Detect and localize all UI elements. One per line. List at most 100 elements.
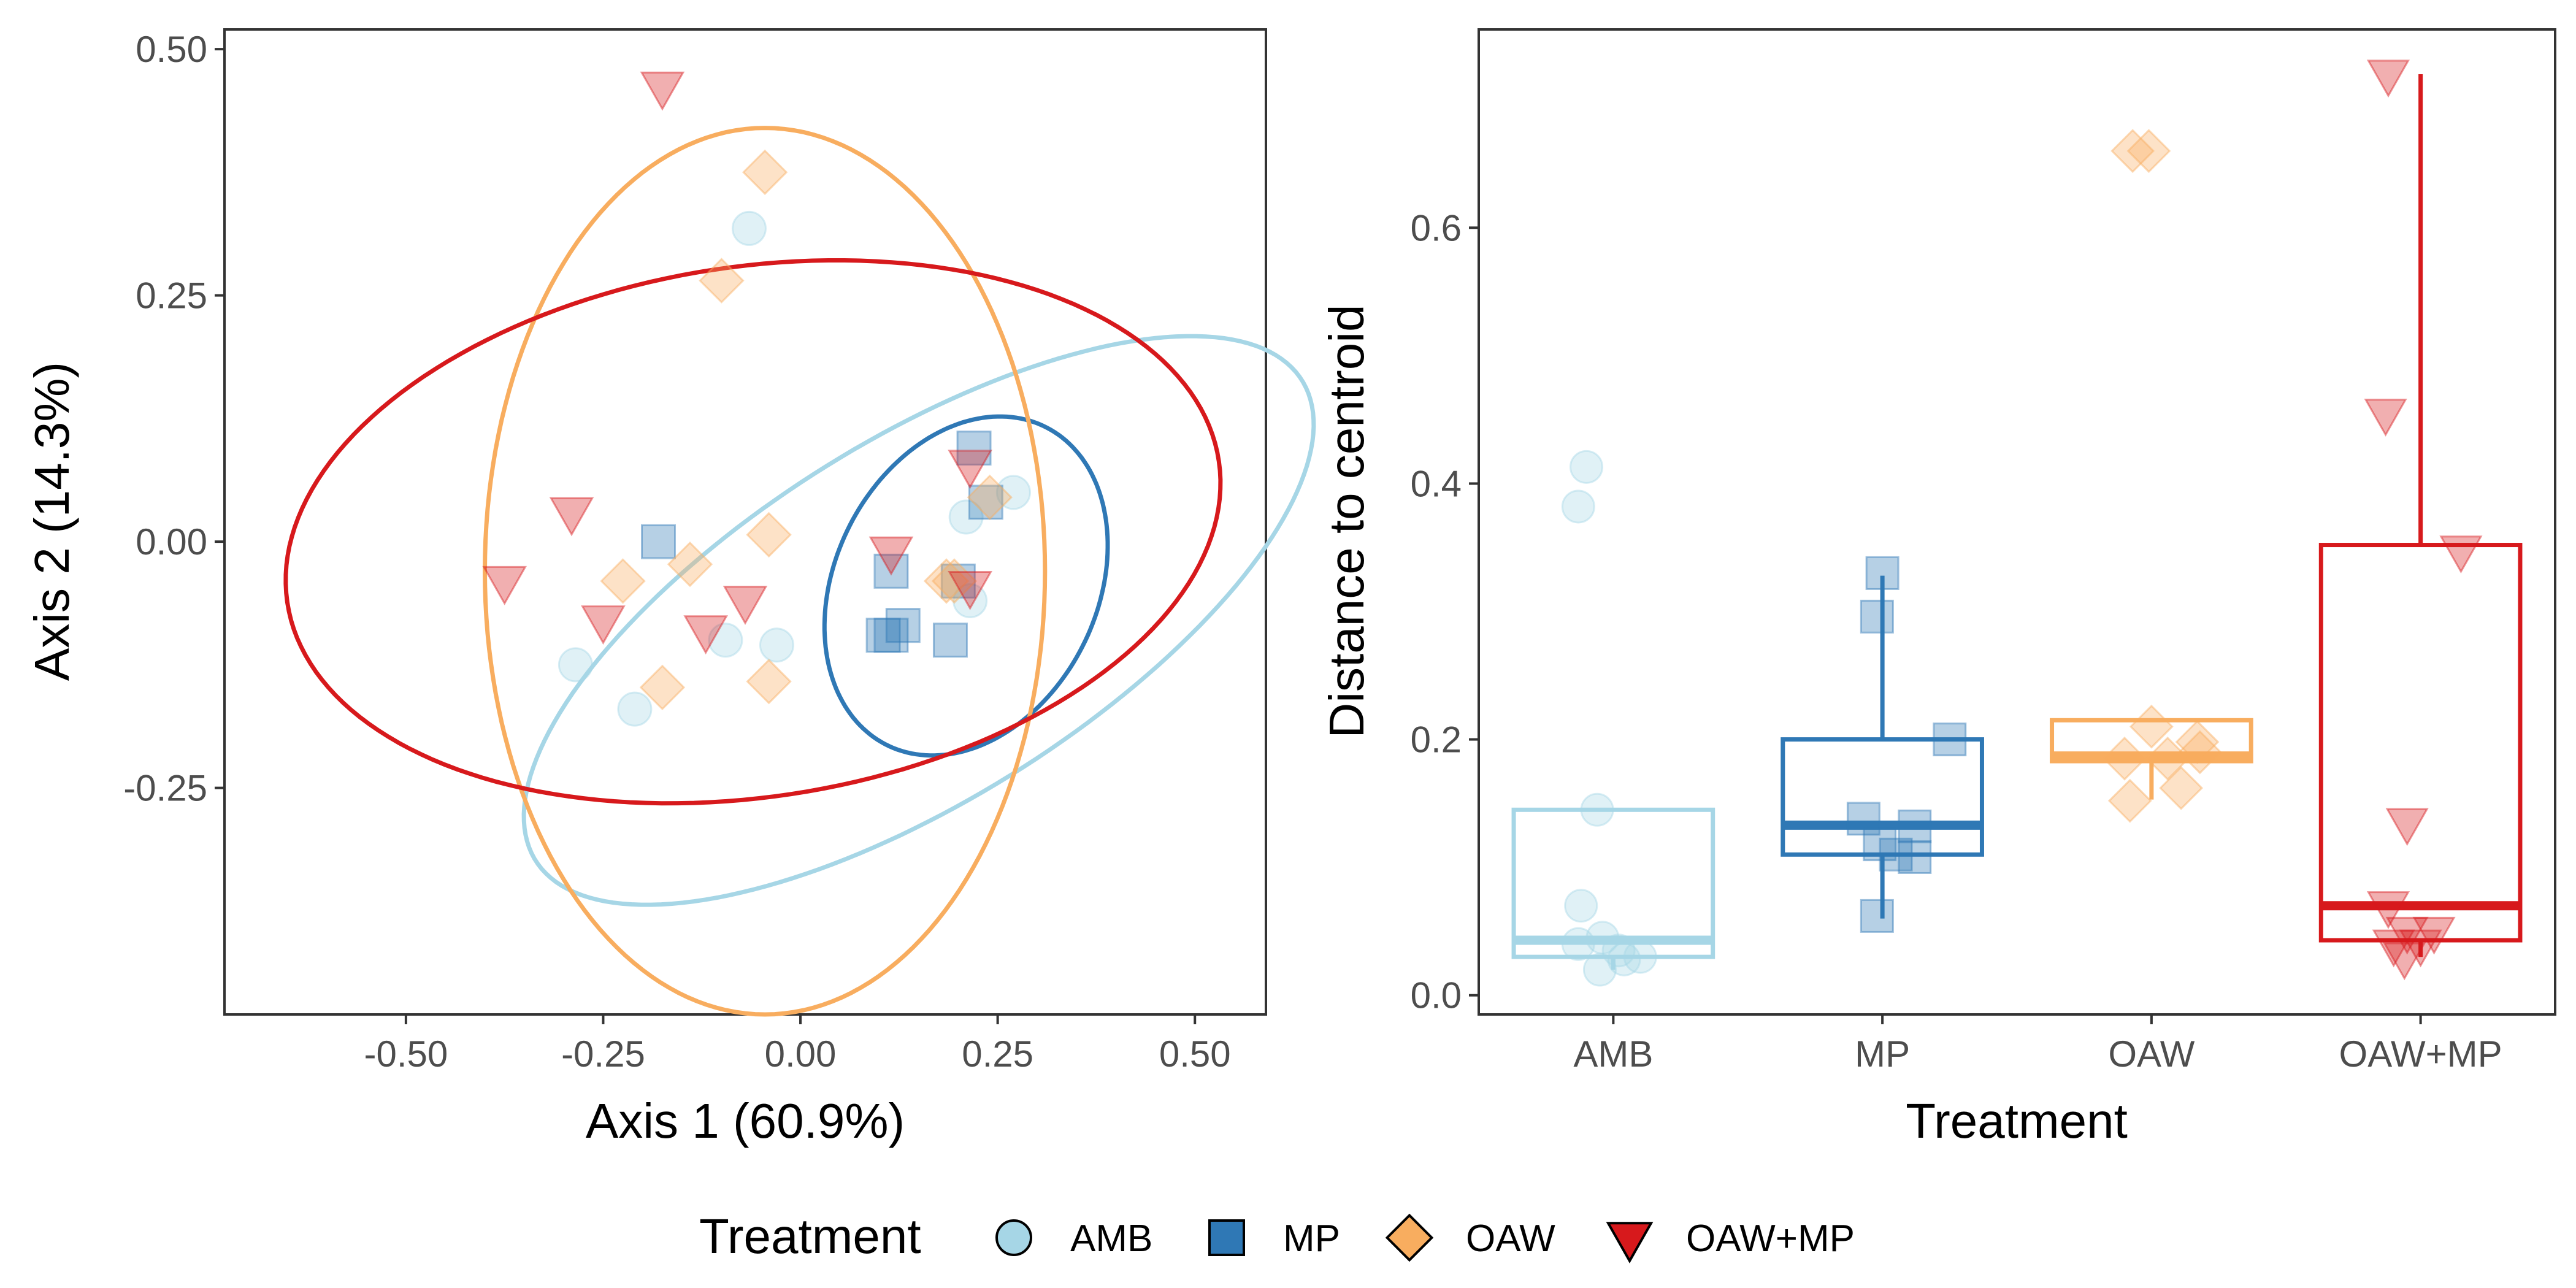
dispersion-point-amb bbox=[1564, 889, 1598, 923]
dispersion-y-tick-label: 0.6 bbox=[1411, 207, 1462, 248]
point-oaw-mp bbox=[948, 450, 992, 489]
dispersion-y-tick-label: 0.4 bbox=[1411, 463, 1462, 504]
point-oaw bbox=[667, 541, 713, 588]
ordination-y-axis-title: Axis 2 (14.3%) bbox=[25, 362, 79, 681]
ordination-y-tick-label: -0.25 bbox=[123, 768, 207, 809]
ordination-x-tick-label: -0.25 bbox=[561, 1033, 645, 1075]
dispersion-point-oaw-mp bbox=[2372, 929, 2415, 968]
dispersion-point-oaw-mp bbox=[2439, 535, 2483, 574]
dispersion-point-mp bbox=[1898, 809, 1932, 843]
box-mp bbox=[1781, 737, 1984, 857]
point-mp bbox=[968, 485, 1003, 520]
ellipse-mp bbox=[822, 414, 1110, 758]
point-amb bbox=[759, 627, 794, 663]
dispersion-point-mp bbox=[1865, 556, 1899, 590]
dispersion-point-oaw-mp bbox=[2399, 929, 2442, 968]
diamond-icon bbox=[1385, 1213, 1434, 1262]
dispersion-y-axis-title: Distance to centroid bbox=[1319, 304, 1374, 738]
square-icon bbox=[1208, 1219, 1245, 1256]
point-amb bbox=[558, 647, 593, 683]
dispersion-point-amb bbox=[1570, 450, 1603, 484]
dispersion-point-oaw-mp bbox=[2385, 916, 2429, 955]
dispersion-point-oaw-mp bbox=[2385, 808, 2429, 846]
point-oaw-mp bbox=[868, 536, 914, 576]
box-oaw bbox=[2050, 718, 2253, 764]
point-mp bbox=[641, 524, 676, 559]
legend-title: Treatment bbox=[699, 1209, 921, 1263]
dispersion-point-oaw bbox=[2159, 765, 2204, 810]
dispersion-x-tick-label: OAW+MP bbox=[2339, 1033, 2502, 1075]
triangle-down-icon bbox=[1606, 1222, 1654, 1263]
point-oaw-mp bbox=[640, 71, 685, 111]
point-mp bbox=[873, 553, 909, 589]
dispersion-point-amb bbox=[1623, 940, 1657, 974]
point-oaw-mp bbox=[549, 497, 594, 537]
legend-label-amb: AMB bbox=[1070, 1217, 1152, 1260]
ordination-y-tick-label: 0.50 bbox=[136, 29, 207, 70]
ordination-y-tick-label: 0.00 bbox=[136, 521, 207, 562]
dispersion-y-tick-label: 0.0 bbox=[1411, 975, 1462, 1016]
dispersion-x-axis-title: Treatment bbox=[1906, 1094, 2128, 1148]
legend-label-oaw: OAW bbox=[1466, 1217, 1555, 1260]
ordination-x-tick-label: -0.50 bbox=[364, 1033, 448, 1075]
point-oaw bbox=[923, 558, 970, 604]
point-oaw bbox=[931, 558, 978, 604]
dispersion-point-mp bbox=[1846, 802, 1880, 836]
point-amb bbox=[995, 475, 1031, 510]
ellipse-amb bbox=[521, 334, 1316, 907]
dispersion-x-tick-label: AMB bbox=[1573, 1033, 1653, 1075]
dispersion-point-amb bbox=[1561, 489, 1595, 524]
point-oaw-mp bbox=[482, 565, 527, 605]
point-amb bbox=[708, 623, 743, 658]
point-oaw bbox=[699, 258, 745, 304]
dispersion-point-amb bbox=[1607, 942, 1641, 976]
dispersion-point-oaw-mp bbox=[2383, 942, 2426, 981]
point-amb bbox=[953, 583, 988, 618]
point-oaw-mp bbox=[581, 605, 626, 645]
point-amb bbox=[948, 499, 984, 535]
ordination-x-tick-label: 0.00 bbox=[765, 1033, 837, 1075]
point-oaw bbox=[639, 664, 686, 711]
dispersion-y-tick-label: 0.2 bbox=[1411, 719, 1462, 761]
dispersion-point-mp bbox=[1898, 840, 1932, 874]
point-oaw-mp bbox=[948, 570, 992, 610]
dispersion-point-amb bbox=[1582, 953, 1617, 987]
dispersion-plot-frame bbox=[1478, 28, 2556, 1016]
ellipse-oaw bbox=[482, 126, 1048, 1017]
dispersion-point-mp bbox=[1860, 899, 1894, 933]
legend-label-mp: MP bbox=[1283, 1217, 1340, 1260]
point-mp bbox=[932, 623, 968, 658]
ordination-points bbox=[482, 71, 1031, 727]
ordination-x-tick-label: 0.50 bbox=[1159, 1033, 1231, 1075]
point-oaw-mp bbox=[683, 615, 729, 655]
ordination-x-tick-label: 0.25 bbox=[962, 1033, 1033, 1075]
point-mp bbox=[865, 618, 901, 653]
dispersion-point-oaw bbox=[2107, 778, 2152, 823]
dispersion-point-oaw bbox=[2126, 129, 2171, 174]
dispersion-point-oaw bbox=[2110, 129, 2155, 174]
legend: Treatment AMB MP OAW OAW+MP bbox=[699, 1209, 1855, 1263]
point-oaw bbox=[746, 512, 792, 558]
ordination-x-axis-title: Axis 1 (60.9%) bbox=[586, 1094, 905, 1148]
legend-items: AMB MP OAW OAW+MP bbox=[995, 1213, 1855, 1263]
dispersion-point-mp bbox=[1933, 723, 1967, 757]
dispersion-point-oaw bbox=[2145, 736, 2190, 781]
point-amb bbox=[617, 691, 653, 727]
confidence-ellipses bbox=[283, 126, 1316, 1017]
dispersion-point-oaw-mp bbox=[2366, 59, 2410, 98]
dispersion-point-oaw-mp bbox=[2412, 916, 2456, 955]
point-amb bbox=[731, 210, 767, 246]
box-oaw-mp bbox=[2318, 543, 2523, 943]
ordination-axes: -0.50 -0.25 0.00 0.25 0.50 -0.25 0.00 0.25 0.50 bbox=[123, 29, 1230, 1075]
dispersion-point-oaw bbox=[2129, 704, 2174, 749]
dispersion-boxes bbox=[1511, 74, 2523, 970]
point-oaw bbox=[746, 658, 792, 705]
point-mp bbox=[885, 608, 921, 643]
dispersion-point-oaw bbox=[2175, 719, 2220, 764]
point-mp bbox=[956, 431, 992, 466]
dispersion-point-amb bbox=[1601, 933, 1636, 968]
ordination-panel: -0.50 -0.25 0.00 0.25 0.50-0.250.000.250.50 … bbox=[25, 28, 1316, 1148]
point-mp bbox=[940, 563, 976, 599]
dispersion-point-amb bbox=[1580, 792, 1614, 827]
